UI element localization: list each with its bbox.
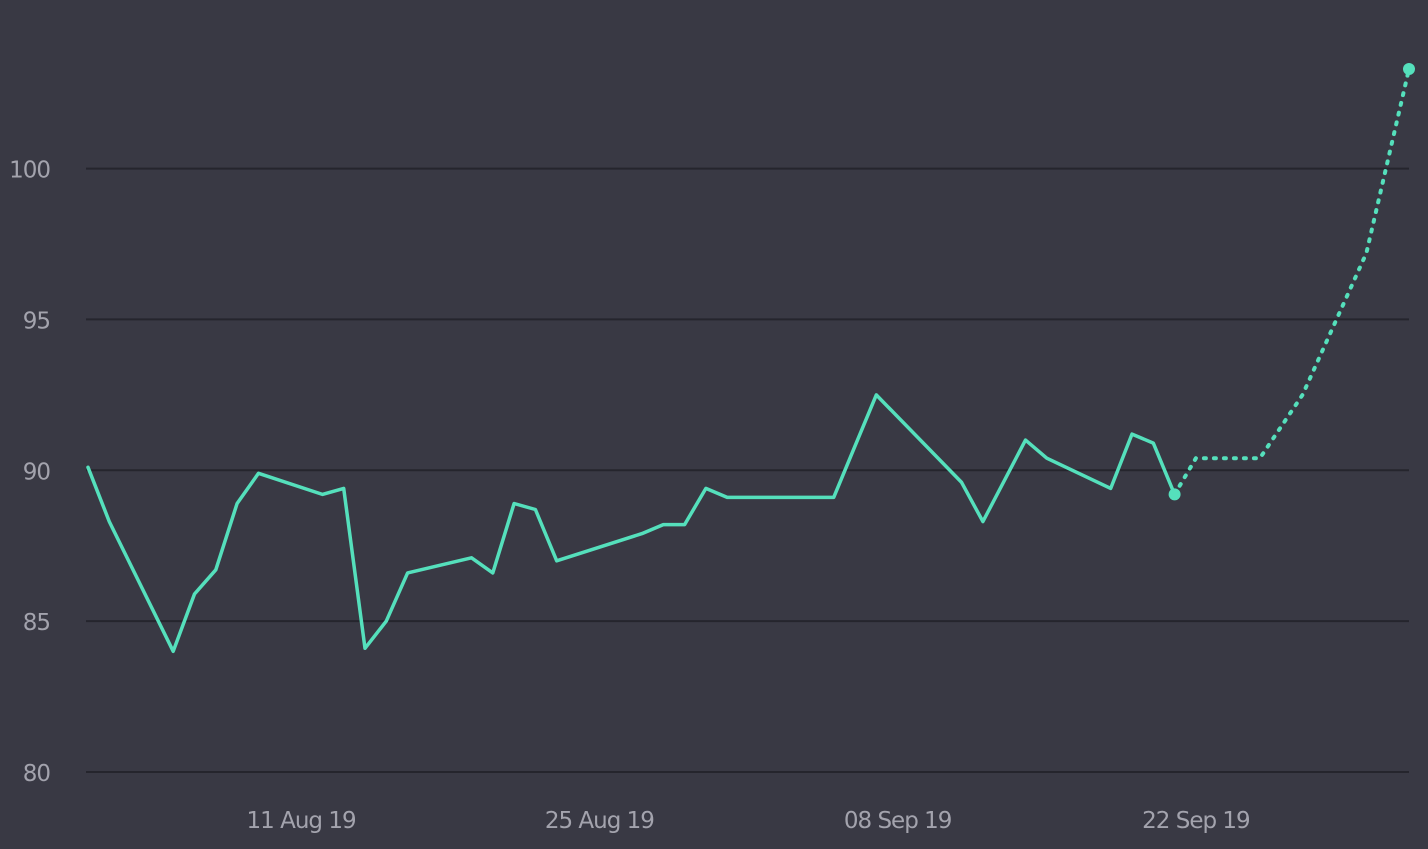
data-point[interactable] bbox=[192, 591, 198, 597]
x-tick-label: 08 Sep 19 bbox=[844, 808, 952, 834]
data-point[interactable] bbox=[85, 464, 91, 470]
actual-series-line bbox=[86, 393, 1177, 654]
data-point[interactable] bbox=[383, 618, 389, 624]
data-point[interactable] bbox=[532, 507, 538, 513]
data-point[interactable] bbox=[554, 558, 560, 564]
data-point[interactable] bbox=[362, 645, 368, 651]
data-point[interactable] bbox=[1193, 455, 1199, 461]
x-tick-label: 11 Aug 19 bbox=[247, 808, 356, 834]
data-point[interactable] bbox=[660, 522, 666, 528]
data-point[interactable] bbox=[511, 501, 517, 507]
data-point[interactable] bbox=[1108, 485, 1114, 491]
data-point[interactable] bbox=[1363, 250, 1369, 256]
data-point[interactable] bbox=[1300, 392, 1306, 398]
y-tick-label: 95 bbox=[23, 308, 50, 334]
data-point[interactable] bbox=[1257, 455, 1263, 461]
data-point[interactable] bbox=[341, 485, 347, 491]
data-point[interactable] bbox=[1044, 455, 1050, 461]
data-point[interactable] bbox=[256, 470, 262, 476]
x-tick-label: 25 Aug 19 bbox=[545, 808, 654, 834]
data-point[interactable] bbox=[980, 519, 986, 525]
data-point[interactable] bbox=[170, 648, 176, 654]
y-tick-label: 100 bbox=[9, 158, 50, 184]
forecast-end-point[interactable] bbox=[1403, 63, 1415, 75]
series-layer bbox=[85, 63, 1415, 654]
y-axis-ticks: 80 85 90 95 100 bbox=[9, 158, 51, 787]
data-point[interactable] bbox=[234, 501, 240, 507]
data-point[interactable] bbox=[319, 491, 325, 497]
data-point[interactable] bbox=[724, 494, 730, 500]
data-point[interactable] bbox=[405, 570, 411, 576]
y-tick-label: 80 bbox=[23, 761, 51, 787]
x-tick-label: 22 Sep 19 bbox=[1142, 808, 1250, 834]
x-axis-ticks: 11 Aug 19 25 Aug 19 08 Sep 19 22 Sep 19 bbox=[247, 808, 1252, 834]
data-point[interactable] bbox=[1172, 491, 1178, 497]
y-tick-label: 90 bbox=[23, 459, 51, 485]
data-point[interactable] bbox=[831, 494, 837, 500]
data-point[interactable] bbox=[873, 392, 879, 398]
data-point[interactable] bbox=[1023, 437, 1029, 443]
forecast-series-line bbox=[1172, 67, 1411, 497]
data-point[interactable] bbox=[703, 485, 709, 491]
data-point[interactable] bbox=[490, 570, 496, 576]
data-point[interactable] bbox=[1129, 431, 1135, 437]
data-point[interactable] bbox=[682, 522, 688, 528]
data-point[interactable] bbox=[1150, 440, 1156, 446]
grid-lines bbox=[86, 167, 1409, 773]
data-point[interactable] bbox=[213, 567, 219, 573]
data-point[interactable] bbox=[959, 479, 965, 485]
data-point[interactable] bbox=[639, 531, 645, 537]
data-point[interactable] bbox=[106, 519, 112, 525]
data-point[interactable] bbox=[469, 555, 475, 561]
y-tick-label: 85 bbox=[23, 610, 50, 636]
data-point[interactable] bbox=[852, 443, 858, 449]
